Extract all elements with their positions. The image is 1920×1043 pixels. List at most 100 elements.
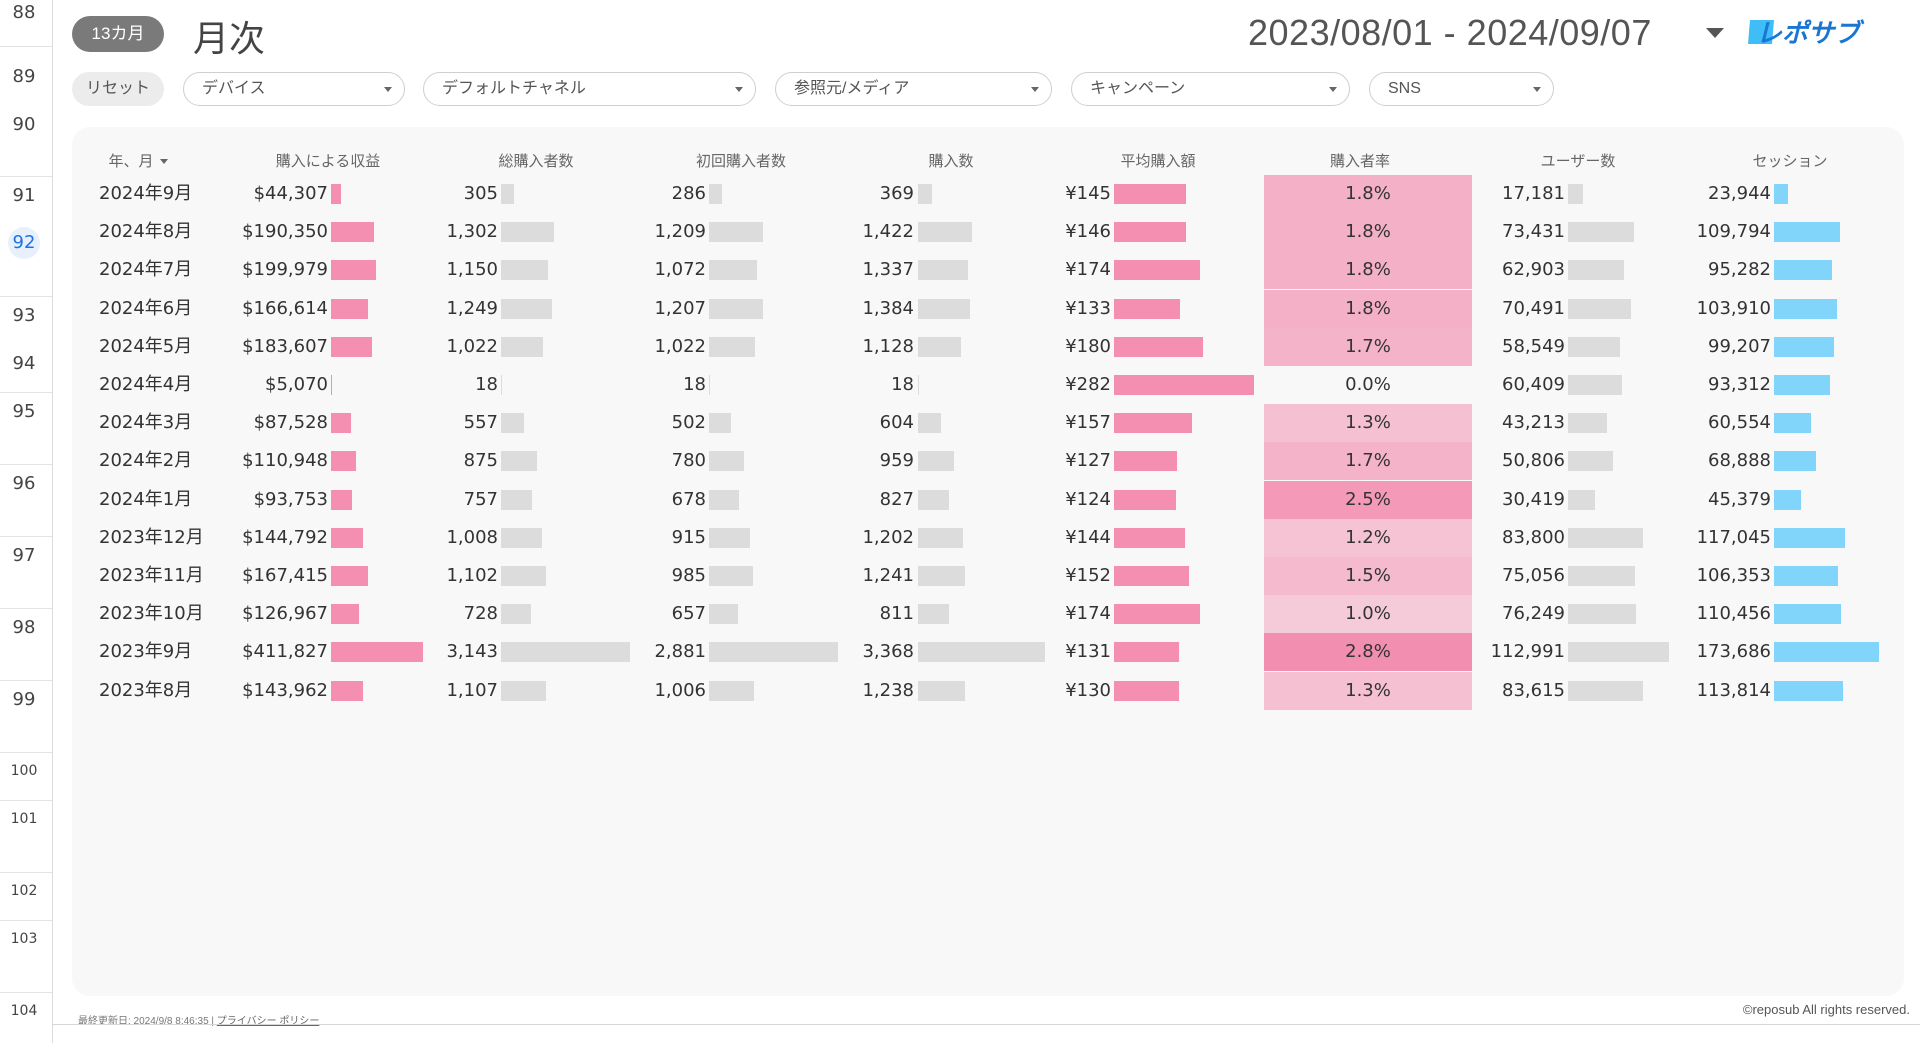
cell-month: 2024年5月 — [99, 336, 193, 357]
row-number[interactable]: 99 — [12, 689, 36, 710]
bar-revenue — [331, 490, 352, 510]
row-number[interactable]: 88 — [12, 2, 36, 23]
bar-avg — [1114, 260, 1200, 280]
col-avg-purchase-header[interactable]: 平均購入額 — [1103, 150, 1213, 171]
filter-label: 参照元/メディア — [794, 80, 910, 97]
cell-revenue: $183,607 — [242, 336, 328, 357]
cell-first: 18 — [683, 374, 706, 395]
privacy-policy-link[interactable]: プライバシー ポリシー — [216, 1016, 320, 1027]
bar-first — [709, 642, 838, 662]
col-revenue-header[interactable]: 購入による収益 — [258, 150, 398, 171]
cell-avg: ¥124 — [1065, 489, 1111, 510]
row-number[interactable]: 100 — [10, 763, 38, 779]
bar-buyers — [501, 566, 546, 586]
cell-buyer-rate: 1.8% — [1264, 251, 1472, 289]
chevron-down-icon[interactable] — [1706, 28, 1724, 38]
cell-buyer-rate: 0.0% — [1345, 374, 1391, 395]
filter-sns[interactable]: SNS — [1369, 72, 1554, 106]
col-buyer-rate-header[interactable]: 購入者率 — [1315, 150, 1405, 171]
bar-purchases — [918, 451, 954, 471]
bar-purchases — [918, 604, 949, 624]
bar-revenue — [331, 413, 351, 433]
filter-label: キャンペーン — [1090, 80, 1186, 97]
row-number[interactable]: 102 — [10, 883, 38, 899]
row-number[interactable]: 91 — [12, 185, 36, 206]
filter-label: デフォルトチャネル — [442, 80, 586, 97]
bar-buyers — [501, 490, 532, 510]
bar-avg — [1114, 490, 1176, 510]
row-number[interactable]: 95 — [12, 401, 36, 422]
cell-purchases: 1,241 — [862, 565, 914, 586]
reset-button[interactable]: リセット — [72, 72, 164, 106]
col-first-buyers-header[interactable]: 初回購入者数 — [676, 150, 806, 171]
bar-purchases — [918, 375, 919, 395]
bar-revenue — [331, 681, 363, 701]
chevron-down-icon — [384, 87, 392, 92]
filter-campaign[interactable]: キャンペーン — [1071, 72, 1350, 106]
bar-purchases — [918, 566, 965, 586]
cell-revenue: $190,350 — [242, 221, 328, 242]
row-number[interactable]: 98 — [12, 617, 36, 638]
cell-sessions: 103,910 — [1696, 298, 1771, 319]
bar-sessions — [1774, 184, 1788, 204]
row-divider — [0, 752, 52, 753]
cell-users: 60,409 — [1502, 374, 1565, 395]
cell-buyer-rate: 1.0% — [1264, 595, 1472, 633]
col-total-buyers-header[interactable]: 総購入者数 — [476, 150, 596, 171]
cell-avg: ¥180 — [1065, 336, 1111, 357]
cell-avg: ¥144 — [1065, 527, 1111, 548]
row-divider — [0, 392, 52, 393]
cell-users: 58,549 — [1502, 336, 1565, 357]
bar-sessions — [1774, 299, 1837, 319]
bar-first — [709, 375, 710, 395]
row-number[interactable]: 90 — [12, 114, 36, 135]
bar-users — [1568, 184, 1583, 204]
row-number[interactable]: 89 — [12, 66, 36, 87]
row-divider — [0, 680, 52, 681]
cell-first: 286 — [671, 183, 706, 204]
row-number[interactable]: 101 — [10, 811, 38, 827]
row-number[interactable]: 96 — [12, 473, 36, 494]
filter-device[interactable]: デバイス — [183, 72, 405, 106]
cell-revenue: $143,962 — [242, 680, 328, 701]
col-purchases-header[interactable]: 購入数 — [906, 150, 996, 171]
bar-buyers — [501, 528, 542, 548]
cell-revenue: $93,753 — [253, 489, 328, 510]
bar-users — [1568, 413, 1607, 433]
row-number[interactable]: 103 — [10, 931, 38, 947]
page-title: 月次 — [193, 19, 266, 60]
cell-first: 985 — [671, 565, 706, 586]
sort-caret-icon[interactable] — [159, 159, 168, 164]
cell-avg: ¥130 — [1065, 680, 1111, 701]
bar-revenue — [331, 604, 359, 624]
row-number[interactable]: 94 — [12, 353, 36, 374]
row-number[interactable]: 92 — [8, 227, 40, 259]
bar-purchases — [918, 528, 963, 548]
cell-users: 76,249 — [1502, 603, 1565, 624]
col-users-header[interactable]: ユーザー数 — [1523, 150, 1633, 171]
row-divider — [0, 46, 52, 47]
row-number[interactable]: 97 — [12, 545, 36, 566]
col-sessions-header[interactable]: セッション — [1730, 150, 1850, 171]
cell-purchases: 1,238 — [862, 680, 914, 701]
cell-purchases: 1,384 — [862, 298, 914, 319]
col-month-header[interactable]: 年、月 — [98, 150, 178, 171]
range-badge[interactable]: 13カ月 — [72, 16, 164, 52]
filter-default-channel[interactable]: デフォルトチャネル — [423, 72, 756, 106]
cell-first: 1,209 — [654, 221, 706, 242]
cell-buyers: 875 — [463, 450, 498, 471]
date-range-picker[interactable]: 2023/08/01 - 2024/09/07 — [1248, 12, 1652, 53]
bar-users — [1568, 566, 1635, 586]
cell-users: 70,491 — [1502, 298, 1565, 319]
row-number[interactable]: 104 — [10, 1003, 38, 1019]
cell-users: 30,419 — [1502, 489, 1565, 510]
row-divider — [0, 296, 52, 297]
cell-revenue: $144,792 — [242, 527, 328, 548]
column-header-label: 年、月 — [108, 152, 154, 170]
row-number[interactable]: 93 — [12, 305, 36, 326]
cell-month: 2024年7月 — [99, 259, 193, 280]
bar-sessions — [1774, 260, 1832, 280]
filter-source-medium[interactable]: 参照元/メディア — [775, 72, 1052, 106]
cell-revenue: $167,415 — [242, 565, 328, 586]
bar-sessions — [1774, 642, 1879, 662]
